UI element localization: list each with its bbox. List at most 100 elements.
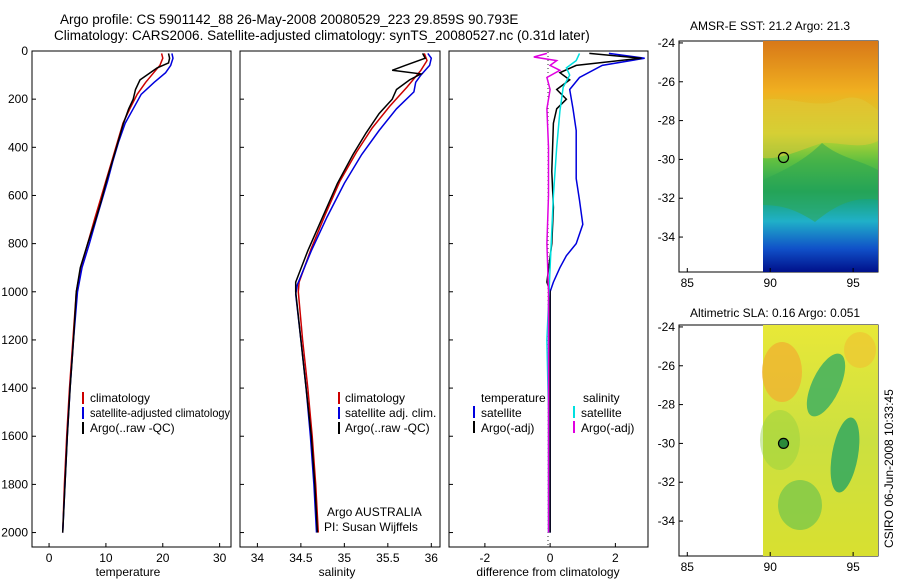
sla_map-ytick-label: -28 [658, 398, 676, 412]
sst-map-panel: AMSR-E SST: 21.2 Argo: 21.3 85 90 95 -24 -26… [658, 19, 879, 290]
salinity-series-argo-raw-qc- [294, 53, 427, 533]
sst_map-ytick-label: -30 [658, 152, 676, 166]
legend-argo-label: Argo(..raw -QC) [90, 421, 175, 435]
sst-map-title: AMSR-E SST: 21.2 Argo: 21.3 [690, 19, 850, 33]
sla-heatmap [760, 325, 878, 556]
temperature-ytick-label: 200 [8, 92, 28, 106]
salinity-annotation-line2: PI: Susan Wijffels [324, 520, 418, 534]
legend-argo-swatch [82, 422, 84, 434]
temperature-xtick-label: 0 [46, 551, 53, 565]
temperature-ytick-label: 1400 [1, 381, 28, 395]
sla_map-ytick-label: -30 [658, 436, 676, 450]
sla-low-eddy-north [806, 353, 846, 417]
sla-warm-patch-2 [844, 332, 876, 368]
temperature-xtick-label: 10 [99, 551, 113, 565]
legend-argo-swatch [338, 422, 340, 434]
temperature-ytick-label: 0 [21, 44, 28, 58]
temperature-ytick-label: 2000 [1, 526, 28, 540]
difference-legend: temperature satellite Argo(-adj) salinit… [473, 391, 634, 435]
salinity-xtick-label: 36 [425, 551, 439, 565]
temperature-ytick-label: 1200 [1, 333, 28, 347]
temperature-xtick-label: 20 [156, 551, 170, 565]
legend-satellite-label: satellite adj. clim. [345, 406, 436, 420]
temperature-panel: 0 10 20 30 0 200 400 600 800 1000 1200 1400 1600 1800… [1, 44, 232, 579]
legend-temp-satellite-label: satellite [481, 406, 522, 420]
temperature-ytick-label: 1600 [1, 429, 28, 443]
salinity-xtick-label: 34 [251, 551, 265, 565]
sst_map-xtick-label: 90 [764, 276, 778, 290]
salinity-axes-frame [239, 50, 441, 548]
legend-climatology-swatch [82, 392, 84, 404]
salinity-xtick-label: 34.5 [289, 551, 313, 565]
temperature-xlabel: temperature [96, 565, 161, 579]
difference-series-salinity-satellite [546, 53, 581, 533]
sla-argo-marker [777, 437, 790, 449]
difference-xlabel: difference from climatology [476, 565, 619, 579]
sst_map-ytick-label: -28 [658, 114, 676, 128]
temperature-ytick-label: 1000 [1, 285, 28, 299]
difference-series-salinity-argo-adj- [533, 52, 562, 533]
sst-warm-intrusion [763, 97, 878, 159]
legend-sal-satellite-swatch [573, 406, 575, 418]
difference-panel: -2 0 2 temperature satellite Argo(-adj) sa… [448, 50, 649, 579]
sst_map-xtick-label: 95 [846, 276, 860, 290]
sla_map-ytick-label: -32 [658, 475, 676, 489]
sla_map-xtick-label: 85 [681, 560, 695, 574]
sla-map-panel: Altimetric SLA: 0.16 Argo: 0.051 85 90 95 -… [658, 306, 879, 574]
legend-sal-argo-label: Argo(-adj) [581, 421, 634, 435]
temperature-ytick-label: 600 [8, 188, 28, 202]
legend-satellite-label: satellite-adjusted climatology [90, 406, 230, 420]
legend-temp-argo-label: Argo(-adj) [481, 421, 534, 435]
sla_map-ytick-label: -26 [658, 359, 676, 373]
legend-climatology-swatch [338, 392, 340, 404]
sst_map-ytick-label: -26 [658, 75, 676, 89]
figure-title-line2: Climatology: CARS2006. Satellite-adjuste… [54, 28, 590, 43]
sla_map-xtick-label: 90 [764, 560, 778, 574]
legend-salinity-title: salinity [583, 391, 620, 405]
temperature-ytick-label: 800 [8, 237, 28, 251]
salinity-panel: 34 34.5 35 35.5 36 climatology satellite adj… [239, 50, 441, 579]
sst_map-ytick-label: -32 [658, 191, 676, 205]
sst_map-ytick-label: -24 [658, 36, 676, 50]
figure-title-line1: Argo profile: CS 5901142_88 26-May-2008 … [60, 12, 518, 27]
legend-climatology-label: climatology [345, 391, 405, 405]
legend-argo-label: Argo(..raw -QC) [345, 421, 430, 435]
difference-xtick-label: 2 [612, 551, 619, 565]
sst-heatmap [763, 41, 878, 272]
sla-warm-patch [762, 342, 802, 402]
sla-low-eddy-south [778, 480, 822, 530]
legend-sal-satellite-label: satellite [581, 406, 622, 420]
legend-satellite-swatch [82, 407, 84, 419]
salinity-xtick-label: 35 [338, 551, 352, 565]
legend-sal-argo-swatch [573, 421, 575, 433]
difference-series-temperature-argo-adj- [546, 52, 642, 533]
sst-front-tongue [763, 143, 878, 222]
sst_map-xtick-label: 85 [681, 276, 695, 290]
sla_map-xtick-label: 95 [846, 560, 860, 574]
sla_map-ytick-label: -24 [658, 320, 676, 334]
csiro-timestamp: CSIRO 06-Jun-2008 10:33:45 [882, 389, 896, 548]
difference-series-temperature-satellite [549, 52, 645, 533]
difference-xtick-label: 0 [547, 551, 554, 565]
salinity-xlabel: salinity [319, 565, 356, 579]
legend-satellite-swatch [338, 407, 340, 419]
temperature-ytick-label: 1800 [1, 477, 28, 491]
legend-climatology-label: climatology [90, 391, 150, 405]
salinity-annotation-line1: Argo AUSTRALIA [327, 505, 422, 519]
legend-temp-argo-swatch [473, 421, 475, 433]
difference-xtick-label: -2 [480, 551, 491, 565]
temperature-series-argo-raw-qc- [61, 53, 171, 533]
sst-argo-marker [777, 151, 790, 164]
sst_map-ytick-label: -34 [658, 230, 676, 244]
temperature-legend: climatology satellite-adjusted climatolo… [82, 391, 230, 435]
salinity-legend: climatology satellite adj. clim. Argo(..… [338, 391, 436, 435]
temperature-ytick-label: 400 [8, 140, 28, 154]
legend-temperature-title: temperature [481, 391, 546, 405]
sla-map-title: Altimetric SLA: 0.16 Argo: 0.051 [690, 306, 860, 320]
legend-temp-satellite-swatch [473, 406, 475, 418]
salinity-xtick-label: 35.5 [376, 551, 400, 565]
sla_map-ytick-label: -34 [658, 514, 676, 528]
temperature-axes-frame [31, 50, 232, 548]
sla-low-eddy-center [830, 417, 860, 493]
